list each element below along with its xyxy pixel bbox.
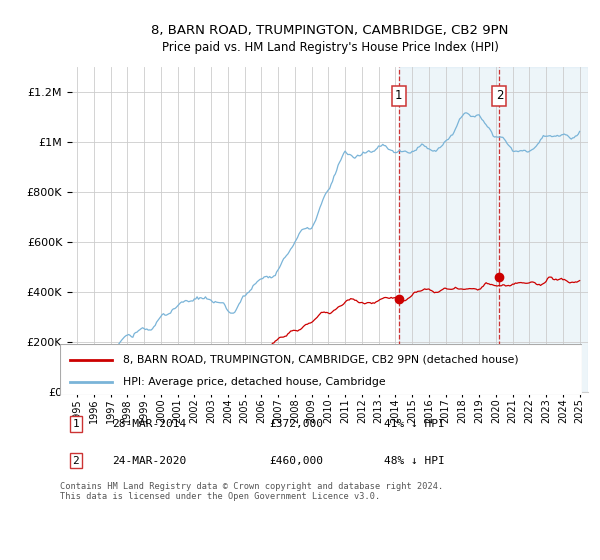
Text: 28-MAR-2014: 28-MAR-2014: [112, 419, 187, 429]
Text: 41% ↓ HPI: 41% ↓ HPI: [383, 419, 445, 429]
Text: 2: 2: [72, 456, 79, 465]
Text: £372,000: £372,000: [269, 419, 323, 429]
Text: 24-MAR-2020: 24-MAR-2020: [112, 456, 187, 465]
Text: Contains HM Land Registry data © Crown copyright and database right 2024.
This d: Contains HM Land Registry data © Crown c…: [60, 482, 443, 501]
Text: £460,000: £460,000: [269, 456, 323, 465]
Text: 1: 1: [72, 419, 79, 429]
Text: 48% ↓ HPI: 48% ↓ HPI: [383, 456, 445, 465]
Bar: [399, 67, 588, 392]
Text: 8, BARN ROAD, TRUMPINGTON, CAMBRIDGE, CB2 9PN (detached house): 8, BARN ROAD, TRUMPINGTON, CAMBRIDGE, CB…: [122, 354, 518, 365]
Text: HPI: Average price, detached house, Cambridge: HPI: Average price, detached house, Camb…: [122, 377, 385, 387]
Text: 1: 1: [395, 90, 403, 102]
Text: 2: 2: [496, 90, 503, 102]
Text: 8, BARN ROAD, TRUMPINGTON, CAMBRIDGE, CB2 9PN: 8, BARN ROAD, TRUMPINGTON, CAMBRIDGE, CB…: [151, 24, 509, 38]
Text: Price paid vs. HM Land Registry's House Price Index (HPI): Price paid vs. HM Land Registry's House …: [161, 41, 499, 54]
